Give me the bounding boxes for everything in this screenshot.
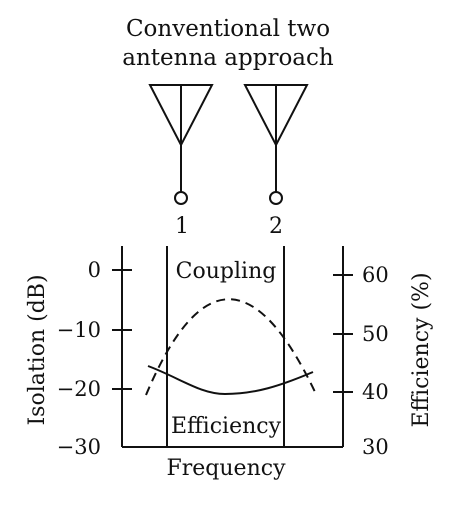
diagram-title-line1: Conventional two — [126, 16, 330, 42]
antenna-2-label: 2 — [269, 214, 283, 239]
left-tick-label: −20 — [57, 377, 101, 401]
antenna-1-label: 1 — [175, 214, 189, 239]
x-axis-label: Frequency — [167, 456, 287, 481]
antenna-1-icon — [148, 84, 214, 205]
antenna-2-icon — [243, 84, 309, 205]
right-tick-label: 30 — [362, 435, 389, 459]
left-tick-label: 0 — [88, 258, 101, 282]
efficiency-label: Efficiency — [171, 414, 282, 439]
right-tick-label: 60 — [362, 263, 389, 287]
left-axis — [112, 246, 132, 447]
left-tick-label: −30 — [57, 435, 101, 459]
right-tick-label: 40 — [362, 380, 389, 404]
left-tick-label: −10 — [57, 318, 101, 342]
coupling-label: Coupling — [176, 259, 277, 284]
coupling-curve — [145, 298, 316, 396]
right-tick-label: 50 — [362, 322, 389, 346]
right-axis — [333, 246, 353, 447]
left-axis-label: Isolation (dB) — [25, 274, 50, 425]
diagram-title-line2: antenna approach — [122, 45, 334, 71]
efficiency-curve — [147, 365, 314, 396]
right-axis-label: Efficiency (%) — [409, 272, 434, 427]
